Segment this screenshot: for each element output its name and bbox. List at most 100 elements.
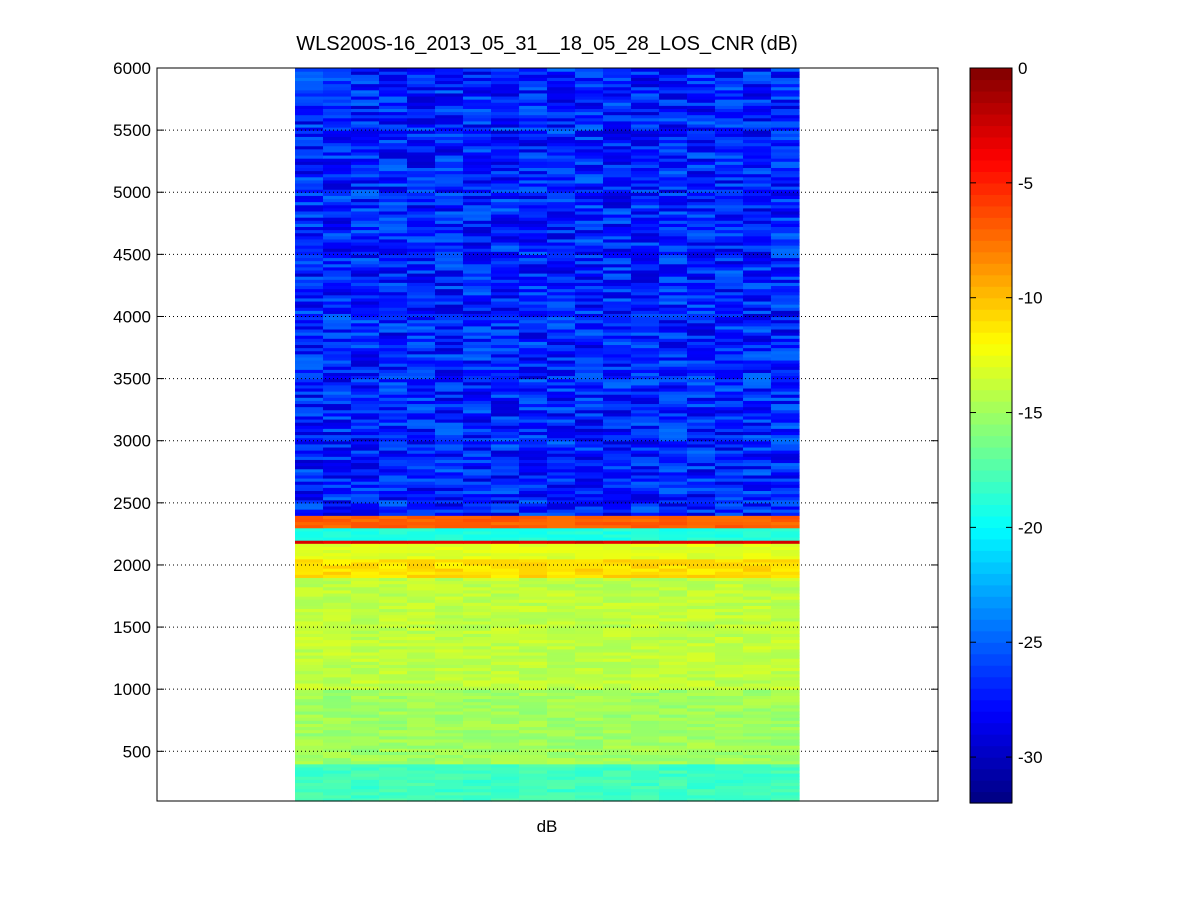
heatmap-cell: [631, 89, 660, 94]
heatmap-cell: [715, 229, 744, 234]
colorbar-segment: [970, 68, 1012, 81]
heatmap-cell: [491, 291, 520, 296]
heatmap-cell: [715, 192, 744, 196]
heatmap-cell: [407, 723, 436, 728]
heatmap-cell: [603, 732, 632, 737]
heatmap-cell: [407, 297, 436, 302]
heatmap-cell: [631, 164, 660, 168]
heatmap-cell: [659, 450, 688, 454]
heatmap-cell: [407, 133, 436, 137]
heatmap-cell: [659, 791, 688, 796]
heatmap-cell: [379, 794, 408, 799]
heatmap-cell: [659, 720, 688, 724]
heatmap-cell: [519, 726, 548, 731]
heatmap-cell: [491, 583, 520, 588]
heatmap-cell: [295, 788, 324, 793]
heatmap-cell: [659, 701, 688, 706]
heatmap-cell: [659, 611, 688, 616]
heatmap-cell: [687, 372, 716, 377]
heatmap-cell: [771, 384, 800, 389]
heatmap-cell: [603, 418, 632, 423]
heatmap-cell: [603, 533, 632, 538]
heatmap-cell: [295, 400, 324, 405]
heatmap-cell: [435, 322, 464, 327]
heatmap-cell: [463, 422, 492, 426]
heatmap-cell: [295, 325, 324, 330]
heatmap-cell: [603, 68, 632, 72]
heatmap-cell: [407, 757, 436, 762]
heatmap-cell: [603, 276, 632, 280]
heatmap-cell: [379, 623, 408, 628]
heatmap-cell: [463, 238, 492, 243]
heatmap-cell: [519, 328, 548, 333]
heatmap-cell: [519, 484, 548, 488]
heatmap-cell: [659, 592, 688, 597]
heatmap-cell: [659, 164, 688, 168]
heatmap-cell: [575, 655, 604, 659]
heatmap-cell: [351, 189, 380, 193]
heatmap-cell: [687, 422, 716, 426]
heatmap-cell: [715, 359, 744, 364]
heatmap-cell: [491, 502, 520, 507]
heatmap-cell: [463, 260, 492, 265]
heatmap-cell: [771, 577, 800, 582]
heatmap-cell: [435, 394, 464, 398]
heatmap-cell: [407, 499, 436, 504]
heatmap-cell: [519, 592, 548, 597]
heatmap-cell: [743, 300, 772, 305]
heatmap-cell: [351, 695, 380, 700]
heatmap-cell: [603, 471, 632, 476]
heatmap-cell: [631, 245, 660, 249]
heatmap-cell: [407, 735, 436, 740]
heatmap-cell: [463, 686, 492, 690]
heatmap-cell: [379, 114, 408, 119]
heatmap-cell: [519, 745, 548, 749]
heatmap-cell: [351, 80, 380, 85]
heatmap-cell: [659, 381, 688, 386]
heatmap-cell: [743, 179, 772, 184]
heatmap-cell: [295, 350, 324, 355]
heatmap-cell: [687, 710, 716, 715]
heatmap-cell: [491, 540, 520, 544]
heatmap-cell: [407, 695, 436, 700]
heatmap-cell: [575, 394, 604, 398]
heatmap-cell: [323, 468, 352, 473]
heatmap-cell: [379, 689, 408, 693]
heatmap-cell: [519, 338, 548, 342]
heatmap-cell: [547, 611, 576, 616]
heatmap-cell: [323, 148, 352, 153]
heatmap-cell: [575, 425, 604, 429]
heatmap-cell: [771, 735, 800, 740]
heatmap-cell: [603, 158, 632, 162]
heatmap-cell: [323, 732, 352, 737]
heatmap-cell: [407, 99, 436, 103]
heatmap-cell: [519, 92, 548, 97]
heatmap-cell: [547, 453, 576, 457]
heatmap-cell: [407, 356, 436, 361]
heatmap-cell: [631, 456, 660, 460]
heatmap-cell: [295, 251, 324, 255]
heatmap-cell: [379, 111, 408, 116]
heatmap-cell: [687, 655, 716, 659]
heatmap-cell: [463, 754, 492, 759]
heatmap-cell: [771, 471, 800, 476]
heatmap-cell: [659, 568, 688, 572]
heatmap-cell: [491, 282, 520, 287]
heatmap-cell: [379, 102, 408, 106]
heatmap-cell: [659, 443, 688, 448]
colorbar-segment: [970, 550, 1012, 563]
heatmap-cell: [295, 406, 324, 411]
heatmap-cell: [631, 313, 660, 318]
heatmap-cell: [407, 614, 436, 619]
heatmap-cell: [771, 381, 800, 386]
heatmap-cell: [575, 248, 604, 252]
heatmap-cell: [603, 291, 632, 296]
heatmap-cell: [351, 655, 380, 659]
heatmap-cell: [547, 179, 576, 184]
heatmap-cell: [547, 689, 576, 693]
heatmap-cell: [435, 459, 464, 464]
y-tick-label: 3500: [113, 370, 151, 389]
heatmap-cell: [575, 409, 604, 414]
heatmap-cell: [743, 769, 772, 774]
heatmap-cell: [687, 686, 716, 690]
